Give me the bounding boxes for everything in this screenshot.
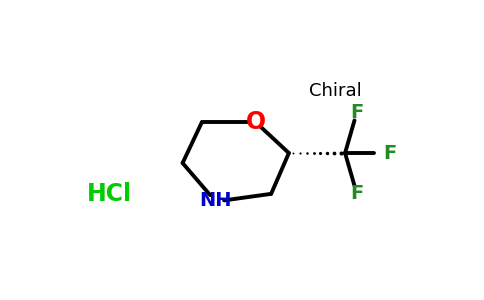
Text: F: F: [350, 103, 363, 122]
Text: O: O: [246, 110, 266, 134]
Text: F: F: [350, 184, 363, 202]
Text: NH: NH: [199, 190, 232, 209]
Text: Chiral: Chiral: [309, 82, 362, 100]
Text: F: F: [383, 143, 396, 163]
Text: HCl: HCl: [87, 182, 132, 206]
